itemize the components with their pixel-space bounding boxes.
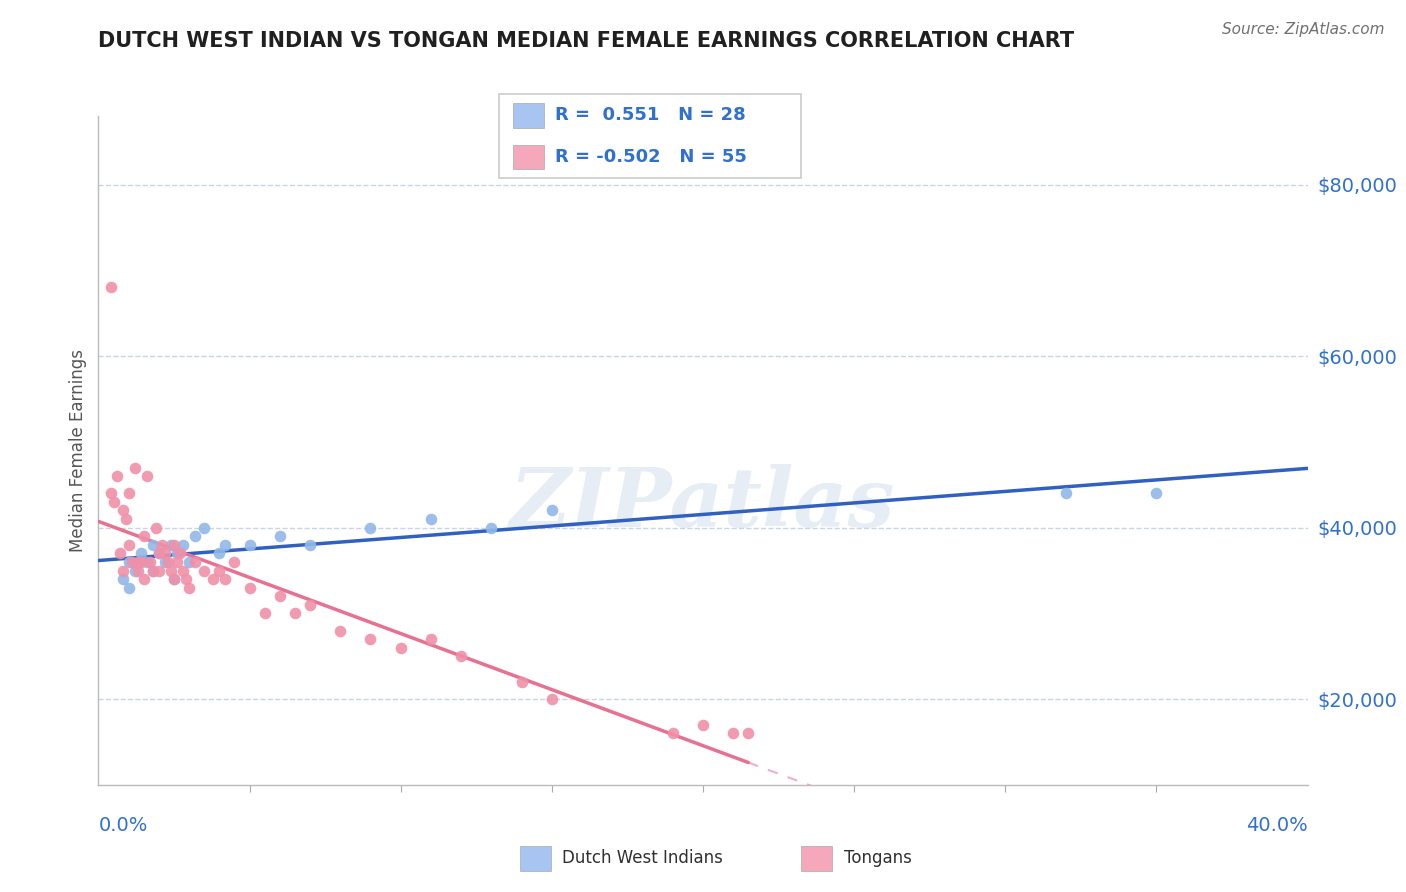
Point — [208, 546, 231, 560]
Point — [692, 718, 714, 732]
Point — [284, 607, 307, 621]
Point — [118, 486, 141, 500]
Point — [114, 512, 136, 526]
Point — [108, 546, 131, 560]
Point — [129, 555, 152, 569]
Point — [118, 538, 141, 552]
Point — [177, 581, 201, 595]
Point — [193, 564, 215, 578]
Point — [105, 469, 128, 483]
Text: R = -0.502   N = 55: R = -0.502 N = 55 — [555, 148, 747, 166]
Point — [202, 572, 225, 586]
Point — [208, 564, 231, 578]
Point — [299, 538, 322, 552]
Point — [174, 572, 197, 586]
Point — [150, 538, 173, 552]
Point — [169, 546, 191, 560]
Point — [127, 564, 149, 578]
Point — [419, 512, 441, 526]
Point — [360, 632, 382, 647]
Point — [135, 555, 157, 569]
Text: Tongans: Tongans — [844, 849, 911, 867]
Text: Source: ZipAtlas.com: Source: ZipAtlas.com — [1222, 22, 1385, 37]
Text: Dutch West Indians: Dutch West Indians — [562, 849, 723, 867]
Point — [540, 503, 562, 517]
Point — [269, 589, 291, 603]
Point — [153, 555, 176, 569]
Point — [172, 538, 194, 552]
Point — [214, 572, 236, 586]
Point — [239, 581, 262, 595]
Point — [124, 460, 146, 475]
Point — [1054, 486, 1077, 500]
Text: R =  0.551   N = 28: R = 0.551 N = 28 — [555, 106, 747, 124]
Point — [239, 538, 262, 552]
Point — [156, 555, 179, 569]
Point — [121, 555, 143, 569]
Point — [148, 564, 170, 578]
Point — [132, 529, 155, 543]
Point — [269, 529, 291, 543]
Point — [139, 555, 162, 569]
Text: ZIPatlas: ZIPatlas — [510, 464, 896, 544]
Point — [253, 607, 276, 621]
Point — [214, 538, 236, 552]
Point — [148, 546, 170, 560]
Point — [145, 521, 167, 535]
Point — [163, 572, 186, 586]
Point — [148, 546, 170, 560]
Point — [329, 624, 352, 638]
Point — [142, 564, 165, 578]
Point — [193, 521, 215, 535]
Point — [118, 581, 141, 595]
Point — [166, 555, 188, 569]
Point — [661, 726, 683, 740]
Point — [129, 546, 152, 560]
Point — [135, 469, 157, 483]
Point — [111, 564, 134, 578]
Point — [142, 564, 165, 578]
Point — [389, 640, 412, 655]
Point — [103, 495, 125, 509]
Point — [100, 280, 122, 294]
Text: DUTCH WEST INDIAN VS TONGAN MEDIAN FEMALE EARNINGS CORRELATION CHART: DUTCH WEST INDIAN VS TONGAN MEDIAN FEMAL… — [98, 31, 1074, 51]
Text: 0.0%: 0.0% — [98, 815, 148, 835]
Point — [360, 521, 382, 535]
Point — [118, 555, 141, 569]
Point — [166, 546, 188, 560]
Point — [540, 692, 562, 706]
Y-axis label: Median Female Earnings: Median Female Earnings — [69, 349, 87, 552]
Point — [184, 555, 207, 569]
Point — [127, 555, 149, 569]
Point — [299, 598, 322, 612]
Point — [111, 572, 134, 586]
Point — [721, 726, 744, 740]
Point — [481, 521, 503, 535]
Point — [172, 564, 194, 578]
Point — [224, 555, 246, 569]
Point — [1144, 486, 1167, 500]
Point — [111, 503, 134, 517]
Point — [124, 564, 146, 578]
Point — [142, 538, 165, 552]
Point — [419, 632, 441, 647]
Point — [163, 538, 186, 552]
Text: 40.0%: 40.0% — [1246, 815, 1308, 835]
Point — [184, 529, 207, 543]
Point — [153, 546, 176, 560]
Point — [177, 555, 201, 569]
Point — [450, 649, 472, 664]
Point — [160, 538, 183, 552]
Point — [160, 564, 183, 578]
Point — [737, 726, 759, 740]
Point — [163, 572, 186, 586]
Point — [132, 572, 155, 586]
Point — [100, 486, 122, 500]
Point — [510, 675, 533, 690]
